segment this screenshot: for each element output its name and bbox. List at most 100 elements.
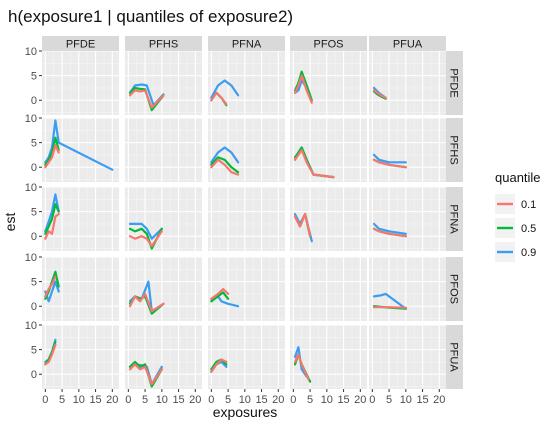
facet-panel-2-4 — [369, 186, 446, 251]
panel-series-0-3 — [293, 70, 313, 104]
column-strip — [125, 36, 202, 51]
series-line-q01 — [128, 230, 163, 248]
series-line-q01 — [293, 353, 310, 381]
facet-strips: PFDE PFHS PFNA PFOS PFUA PFDE PFHS PFNA PFOS PFUA — [42, 36, 463, 389]
facet-panel-4-0 — [42, 324, 119, 389]
row-strip-label: PFNA — [448, 204, 460, 234]
row-strip-label: PFHS — [448, 135, 460, 164]
panel-series-3-1 — [128, 280, 165, 315]
y-tick-label: 10 — [25, 113, 37, 125]
y-tick-label: 10 — [25, 46, 37, 58]
row-strip — [446, 51, 463, 115]
y-tick-label: 5 — [31, 207, 37, 219]
x-tick-label: 0 — [369, 394, 375, 406]
facet-panel-2-2 — [208, 186, 285, 251]
panel-background — [125, 118, 202, 182]
panel-background — [208, 257, 285, 321]
series-line-q09 — [44, 119, 114, 171]
series-line-q05 — [44, 203, 60, 235]
chart-title: h(exposure1 | quantiles of exposure2) — [8, 7, 293, 26]
y-axis-title: est — [2, 213, 18, 232]
x-tick-label: 20 — [272, 394, 284, 406]
panel-background — [42, 257, 119, 321]
y-tick-label: 0 — [31, 162, 37, 174]
panel-background — [369, 118, 446, 182]
panel-background — [208, 325, 285, 389]
series-line-q09 — [372, 153, 407, 164]
facet-panel-4-2 — [208, 324, 285, 389]
panel-background — [369, 187, 446, 251]
series-line-q01 — [44, 343, 57, 366]
y-tick-label: 10 — [25, 182, 37, 194]
x-tick-label: 5 — [142, 394, 148, 406]
series-line-q09 — [210, 146, 240, 164]
row-strip — [446, 257, 463, 321]
x-tick-label: 0 — [125, 394, 131, 406]
series-line-q01 — [293, 148, 335, 179]
legend-label: 0.1 — [521, 199, 536, 211]
facet-panel-3-3 — [290, 256, 367, 321]
x-tick-label: 5 — [386, 394, 392, 406]
x-tick-label: 10 — [321, 394, 333, 406]
facet-panel-4-1 — [125, 324, 202, 389]
x-tick-label: 5 — [225, 394, 231, 406]
panel-background — [369, 257, 446, 321]
series-line-q05 — [210, 291, 230, 303]
row-strip — [446, 187, 463, 251]
panel-series-0-1 — [128, 83, 165, 112]
series-line-q01 — [44, 213, 60, 240]
facet-panel-3-4 — [369, 256, 446, 321]
x-tick-label: 10 — [156, 394, 168, 406]
legend-title: quantile — [495, 170, 541, 185]
series-line-q01 — [210, 158, 240, 176]
panel-background — [42, 325, 119, 389]
series-line-q05 — [128, 360, 163, 388]
panel-series-4-1 — [128, 360, 163, 388]
y-tick-label: 5 — [31, 345, 37, 357]
panel-background — [290, 325, 367, 389]
series-line-q01 — [128, 292, 165, 313]
column-strip-label: PFHS — [149, 39, 178, 51]
column-strip-label: PFOS — [314, 39, 344, 51]
series-line-q01 — [372, 306, 407, 309]
x-tick-label: 10 — [239, 394, 251, 406]
x-tick-label: 20 — [106, 394, 118, 406]
series-line-q05 — [210, 156, 240, 174]
column-strip — [42, 36, 119, 51]
series-line-q05 — [128, 86, 165, 112]
panel-series-2-1 — [128, 222, 163, 250]
panel-series-1-4 — [372, 153, 407, 169]
facet-panel-3-0 — [42, 256, 119, 321]
row-strip-label: PFUA — [448, 342, 460, 372]
facet-grid — [42, 50, 446, 389]
panel-series-2-4 — [372, 222, 407, 238]
panel-background — [369, 325, 446, 389]
panel-background — [125, 325, 202, 389]
panel-series-3-4 — [372, 292, 407, 310]
x-axis-title: exposures — [213, 404, 278, 420]
panel-series-3-2 — [210, 287, 240, 308]
x-tick-label: 15 — [172, 394, 184, 406]
series-line-q01 — [210, 287, 230, 300]
facet-panel-1-1 — [125, 117, 202, 182]
series-line-q09 — [372, 222, 407, 235]
facet-panel-1-3 — [290, 117, 367, 182]
series-line-q01 — [372, 158, 407, 169]
x-tick-label: 15 — [255, 394, 267, 406]
panel-series-4-0 — [44, 338, 57, 366]
column-strip-label: PFUA — [393, 39, 423, 51]
x-tick-label: 20 — [433, 394, 445, 406]
panel-series-1-3 — [293, 146, 335, 179]
series-line-q01 — [293, 213, 312, 238]
series-line-q01 — [128, 89, 165, 109]
facet-panel-0-1 — [125, 50, 202, 115]
series-line-q09 — [372, 292, 407, 310]
panel-background — [125, 187, 202, 251]
column-strip — [290, 36, 367, 51]
series-line-q01 — [44, 144, 60, 169]
panel-background — [369, 51, 446, 115]
facet-panel-3-1 — [125, 256, 202, 321]
y-tick-label: 0 — [31, 95, 37, 107]
